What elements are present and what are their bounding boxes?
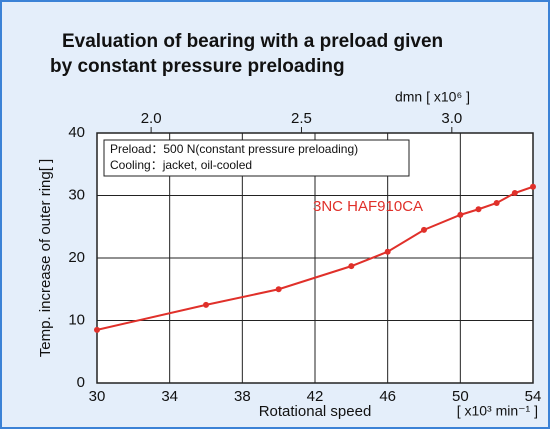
x-axis-label: Rotational speed <box>259 403 372 420</box>
annotation: Cooling：jacket, oil-cooled <box>110 158 252 172</box>
x-tick-label: 38 <box>234 388 251 405</box>
data-point <box>457 211 464 218</box>
x-axis-unit: [ x10³ min⁻¹ ] <box>457 403 538 419</box>
data-point <box>421 226 427 233</box>
data-point <box>384 248 391 255</box>
chart-title: by constant pressure preloading <box>50 56 345 77</box>
x2-tick-label: 2.0 <box>141 110 162 127</box>
y-axis-label: Temp. increase of outer ring[ ] <box>37 159 54 357</box>
x2-tick-label: 3.0 <box>441 110 462 127</box>
y-tick-label: 20 <box>68 249 85 266</box>
chart-title: Evaluation of bearing with a preload giv… <box>62 31 443 52</box>
x-tick-label: 30 <box>89 388 106 405</box>
data-point <box>511 190 518 196</box>
y-tick-label: 0 <box>77 374 85 391</box>
data-point <box>94 326 100 333</box>
x-tick-label: 42 <box>307 388 324 405</box>
series-label: 3NC HAF910CA <box>313 198 423 215</box>
data-point <box>530 183 536 190</box>
data-point <box>348 263 355 270</box>
x-tick-label: 50 <box>452 388 469 405</box>
data-point <box>475 206 482 213</box>
data-point <box>493 200 500 206</box>
data-point <box>203 301 209 308</box>
annotation-box <box>103 139 410 177</box>
x-tick-label: 54 <box>525 388 542 405</box>
x-tick-label: 34 <box>161 388 178 405</box>
annotation: Preload：500 N(constant pressure preloadi… <box>110 142 358 156</box>
x-tick-label: 46 <box>379 388 396 405</box>
x2-axis-label: dmn [ x10⁶ ] <box>395 89 470 105</box>
plot-frame <box>96 132 534 384</box>
y-tick-label: 10 <box>68 311 85 328</box>
y-tick-label: 30 <box>68 186 85 203</box>
y-tick-label: 40 <box>68 124 85 141</box>
data-point <box>275 286 282 293</box>
x2-tick-label: 2.5 <box>291 110 312 127</box>
